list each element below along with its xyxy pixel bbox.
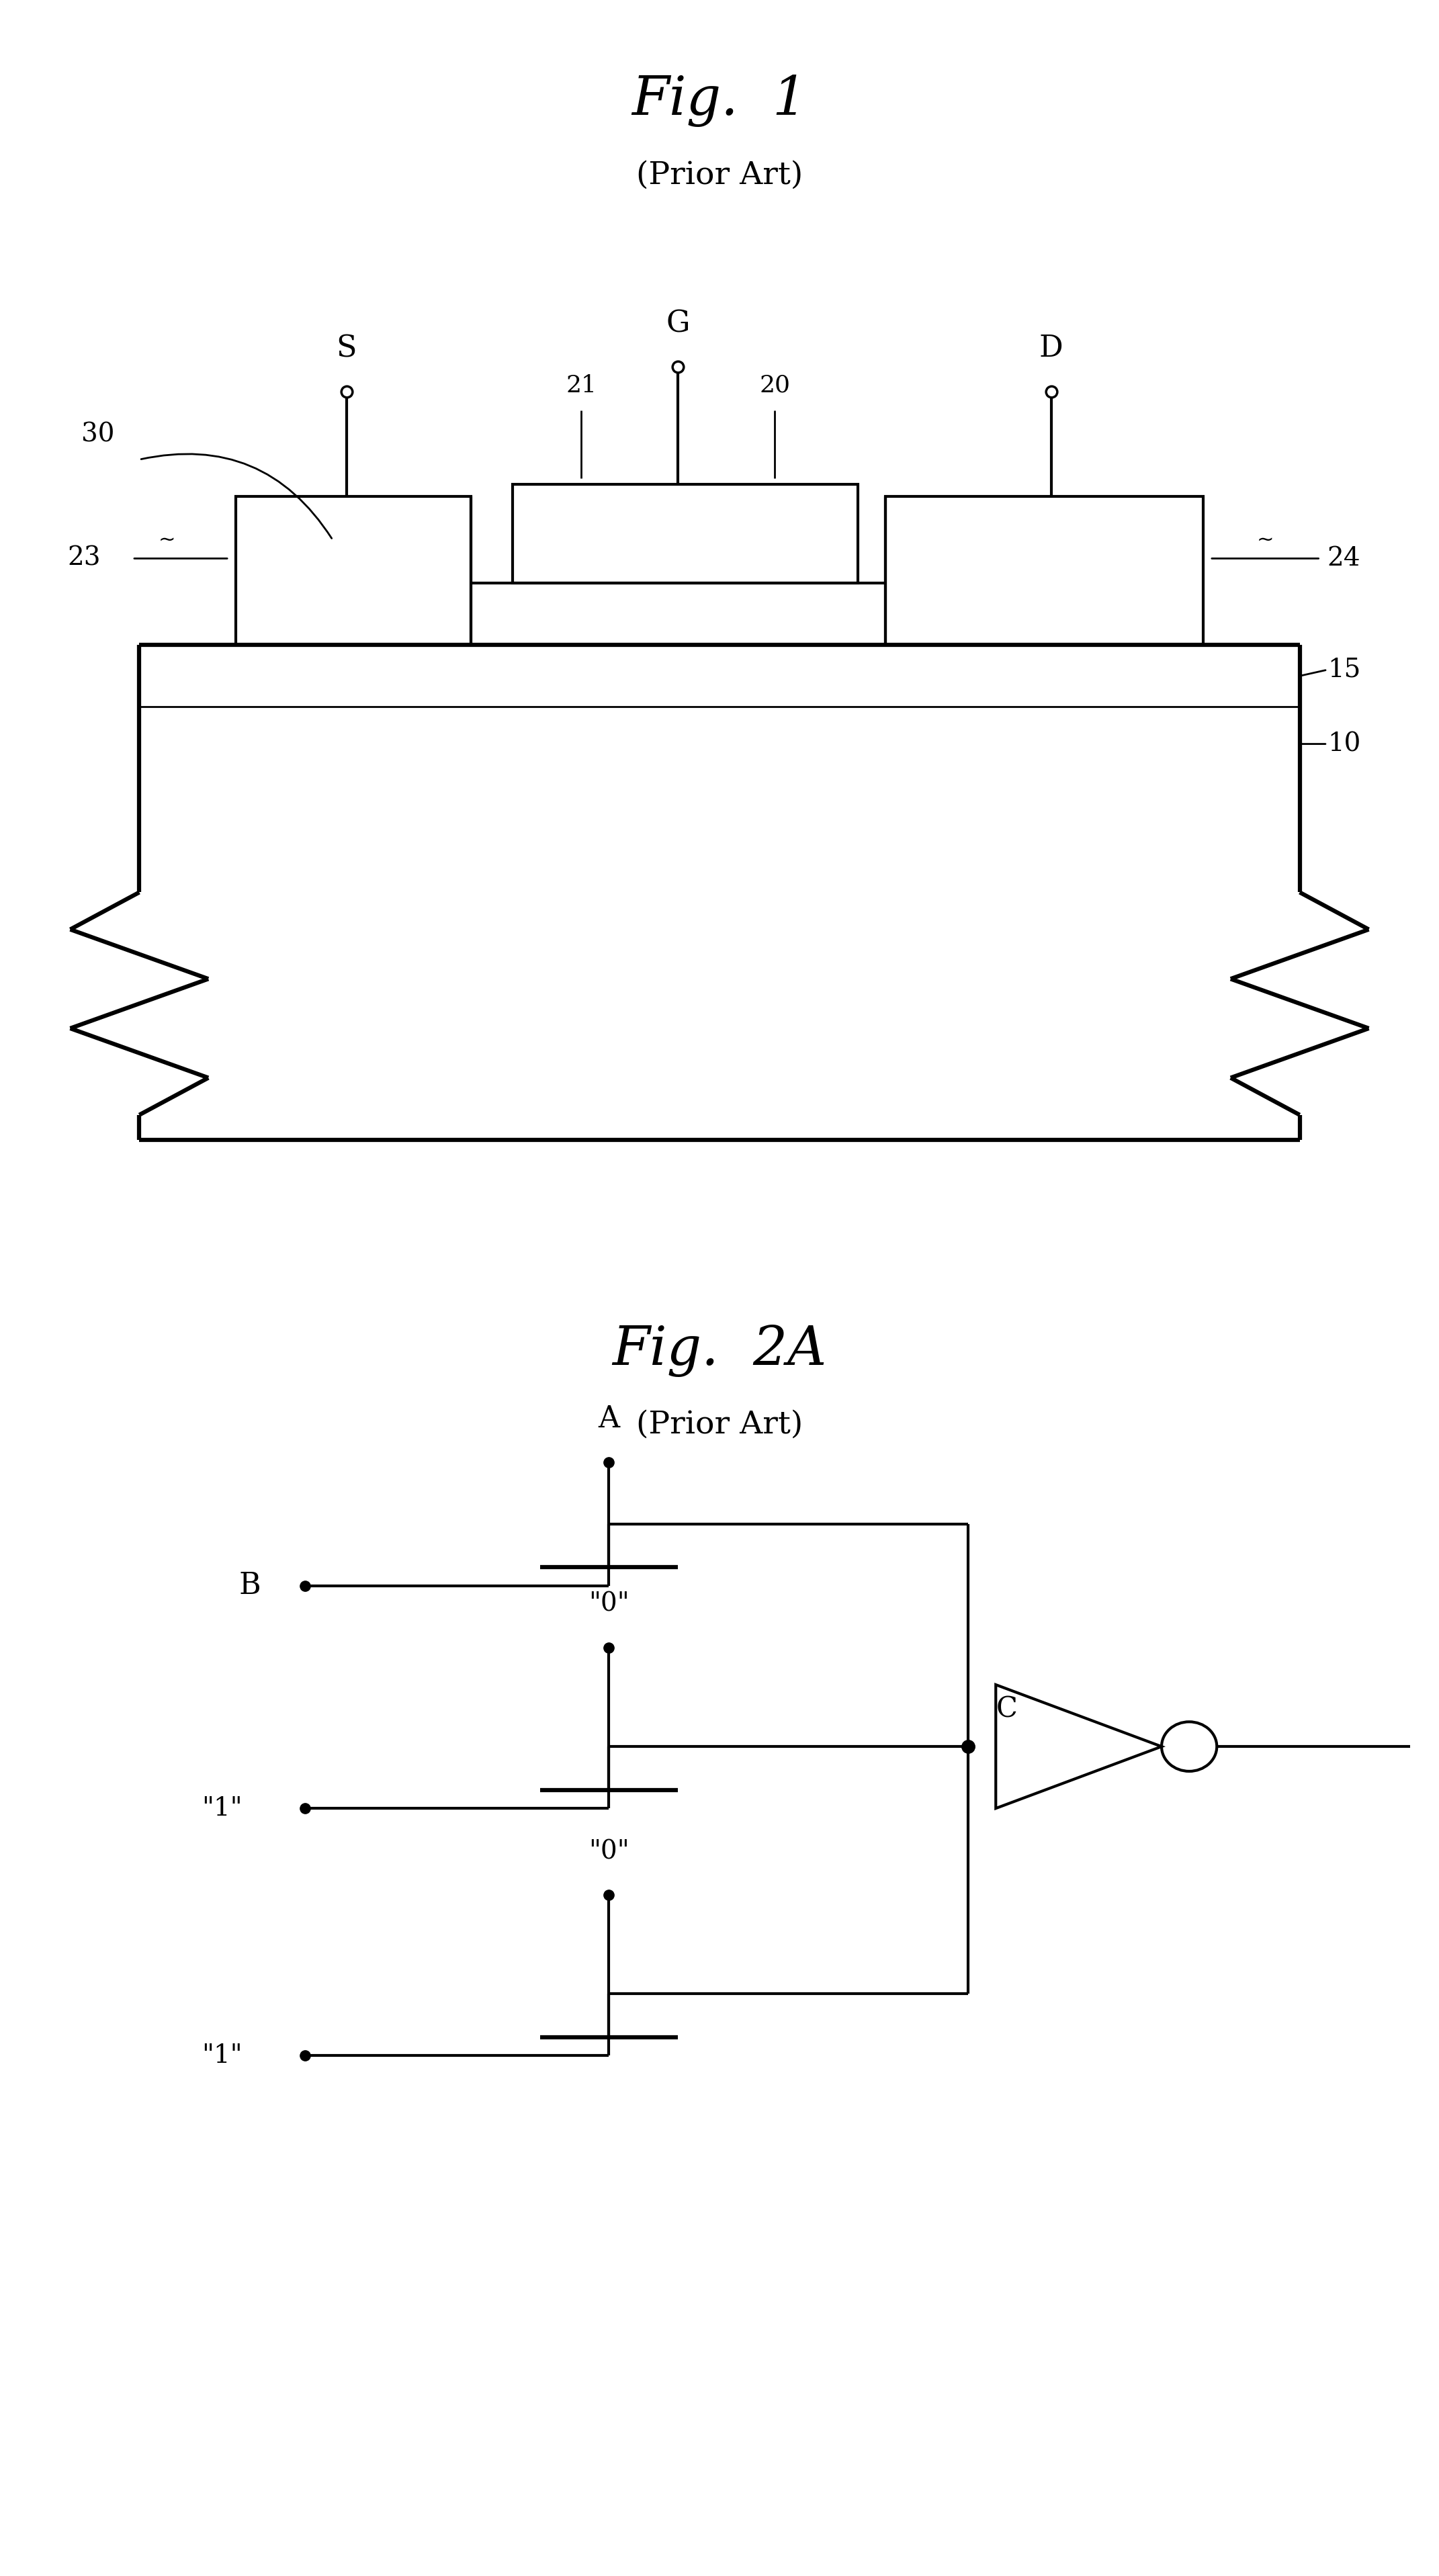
Text: "0": "0" bbox=[589, 1839, 629, 1865]
Text: ~: ~ bbox=[1256, 531, 1274, 549]
Text: 15: 15 bbox=[1327, 657, 1360, 683]
Text: (Prior Art): (Prior Art) bbox=[636, 160, 803, 191]
Text: Fig.  2A: Fig. 2A bbox=[612, 1324, 827, 1378]
FancyArrowPatch shape bbox=[141, 453, 331, 538]
Text: 20: 20 bbox=[760, 374, 790, 397]
Text: A: A bbox=[599, 1404, 620, 1432]
Text: "0": "0" bbox=[589, 1592, 629, 1618]
Text: 24: 24 bbox=[1327, 546, 1361, 572]
Text: Fig.  1: Fig. 1 bbox=[632, 75, 807, 126]
Text: C: C bbox=[996, 1695, 1017, 1723]
Text: 30: 30 bbox=[81, 422, 115, 448]
Text: G: G bbox=[666, 309, 689, 337]
Text: D: D bbox=[1039, 335, 1063, 363]
Bar bbox=[512, 484, 858, 582]
Text: S: S bbox=[337, 335, 357, 363]
Text: 23: 23 bbox=[68, 546, 101, 572]
Text: "1": "1" bbox=[201, 1795, 243, 1821]
Text: ~: ~ bbox=[158, 531, 176, 549]
Bar bbox=[236, 497, 471, 644]
Text: B: B bbox=[239, 1571, 260, 1600]
Text: 10: 10 bbox=[1327, 732, 1360, 757]
Text: 21: 21 bbox=[566, 374, 597, 397]
Text: (Prior Art): (Prior Art) bbox=[636, 1409, 803, 1440]
Bar bbox=[885, 497, 1203, 644]
Text: "1": "1" bbox=[201, 2043, 243, 2069]
